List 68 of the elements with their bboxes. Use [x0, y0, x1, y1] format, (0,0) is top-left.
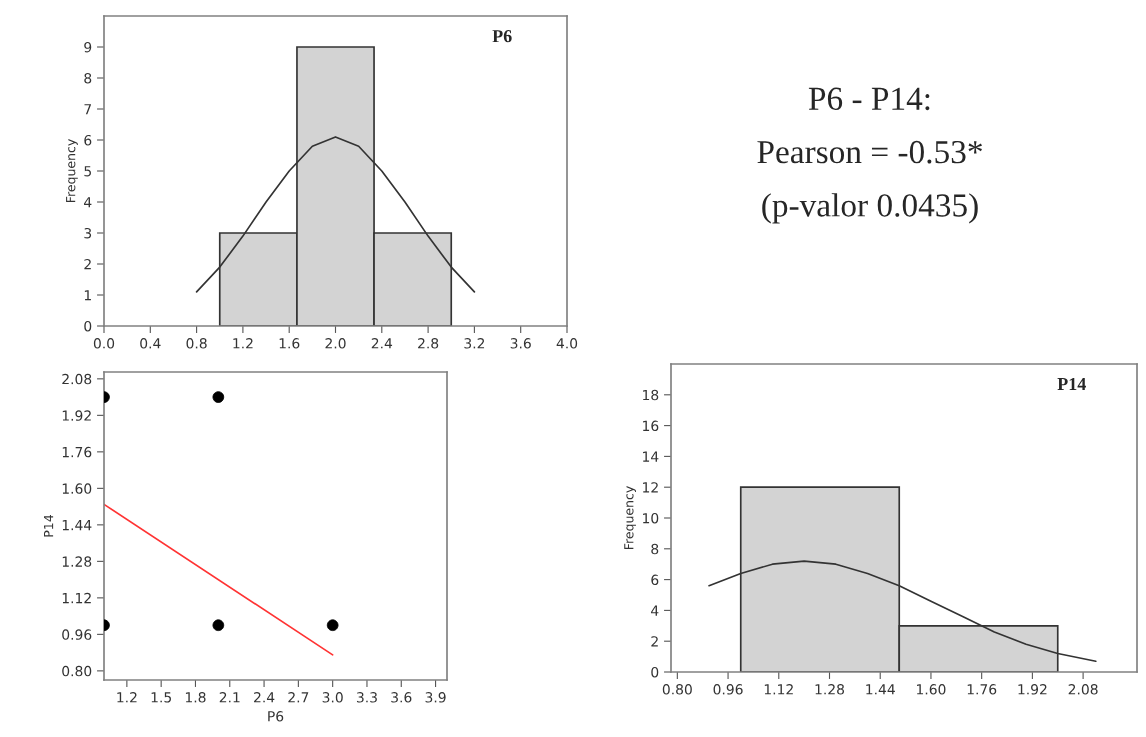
x-tick-label: 3.6: [391, 692, 412, 703]
y-tick-label: 16: [643, 420, 659, 432]
x-tick-label: 0.4: [140, 338, 161, 349]
x-tick-label: 1.2: [117, 692, 137, 703]
y-tick-label: 0: [84, 320, 92, 332]
y-tick-label: 4: [651, 605, 659, 616]
x-tick-label: 2.7: [288, 692, 309, 703]
y-tick-label: 12: [643, 482, 658, 493]
y-tick-label: 1.28: [62, 556, 92, 567]
x-tick-label: 1.76: [967, 684, 997, 695]
y-tick-label: 8: [84, 72, 92, 84]
y-axis-title: Frequency: [624, 486, 636, 550]
x-tick-label: 1.28: [815, 684, 845, 695]
x-tick-label: 3.6: [510, 338, 531, 349]
x-tick-label: 2.0: [325, 338, 346, 349]
y-tick-label: 4: [84, 197, 92, 208]
y-tick-label: 2.08: [62, 373, 92, 385]
y-tick-label: 1.12: [62, 592, 91, 604]
x-tick-label: 3.3: [356, 692, 377, 703]
x-tick-label: 0.96: [713, 684, 743, 695]
y-tick-label: 2: [651, 636, 658, 647]
y-tick-label: 9: [84, 41, 92, 53]
x-tick-label: 1.2: [233, 338, 253, 349]
x-tick-label: 1.6: [279, 338, 300, 349]
x-tick-label: 2.8: [418, 338, 439, 349]
x-tick-label: 0.80: [662, 684, 692, 695]
x-tick-label: 1.12: [764, 684, 793, 695]
y-tick-label: 1: [84, 290, 91, 301]
y-tick-label: 3: [84, 227, 92, 239]
y-tick-label: 0: [651, 666, 659, 678]
x-tick-label: 1.44: [866, 684, 895, 695]
y-tick-label: 8: [651, 543, 659, 555]
x-tick-label: 0.0: [93, 338, 115, 349]
x-tick-label: 2.4: [371, 338, 393, 349]
y-tick-label: 1.44: [62, 520, 92, 531]
y-tick-label: 0.96: [62, 629, 92, 640]
y-tick-label: 1.60: [62, 483, 92, 494]
x-axis-title: P6: [268, 711, 284, 722]
y-axis-title: Frequency: [66, 139, 78, 203]
y-tick-label: 18: [643, 389, 659, 401]
y-tick-label: 5: [84, 166, 91, 177]
x-tick-label: 1.5: [151, 692, 171, 703]
y-tick-label: 6: [84, 134, 92, 146]
text: P6: [492, 30, 512, 43]
y-tick-label: 0.80: [62, 665, 92, 677]
x-tick-label: 1.8: [185, 692, 206, 703]
text: P6 - P14:: [808, 87, 930, 111]
x-tick-label: 2.08: [1068, 684, 1098, 695]
x-tick-label: 0.8: [186, 338, 207, 349]
x-tick-label: 2.1: [219, 692, 240, 703]
y-tick-label: 1.92: [62, 410, 91, 421]
y-axis-title: P14: [44, 514, 54, 537]
x-tick-label: 1.92: [1018, 684, 1047, 695]
x-tick-label: 1.60: [917, 684, 946, 695]
x-tick-label: 3.9: [425, 692, 446, 703]
x-tick-label: 3.0: [322, 692, 343, 703]
y-tick-label: 10: [643, 512, 659, 524]
text: Pearson = -0.53*: [757, 140, 982, 164]
y-tick-label: 2: [84, 258, 91, 270]
x-tick-label: 3.2: [464, 338, 485, 349]
text: (p-valor 0.0435): [762, 193, 978, 224]
y-tick-label: 6: [651, 574, 659, 586]
y-tick-label: 14: [643, 451, 659, 462]
y-tick-label: 1.76: [62, 446, 92, 458]
x-tick-label: 4.0: [556, 338, 578, 349]
x-tick-label: 2.4: [254, 692, 275, 703]
text: P14: [1057, 377, 1086, 390]
y-tick-label: 7: [84, 104, 92, 115]
